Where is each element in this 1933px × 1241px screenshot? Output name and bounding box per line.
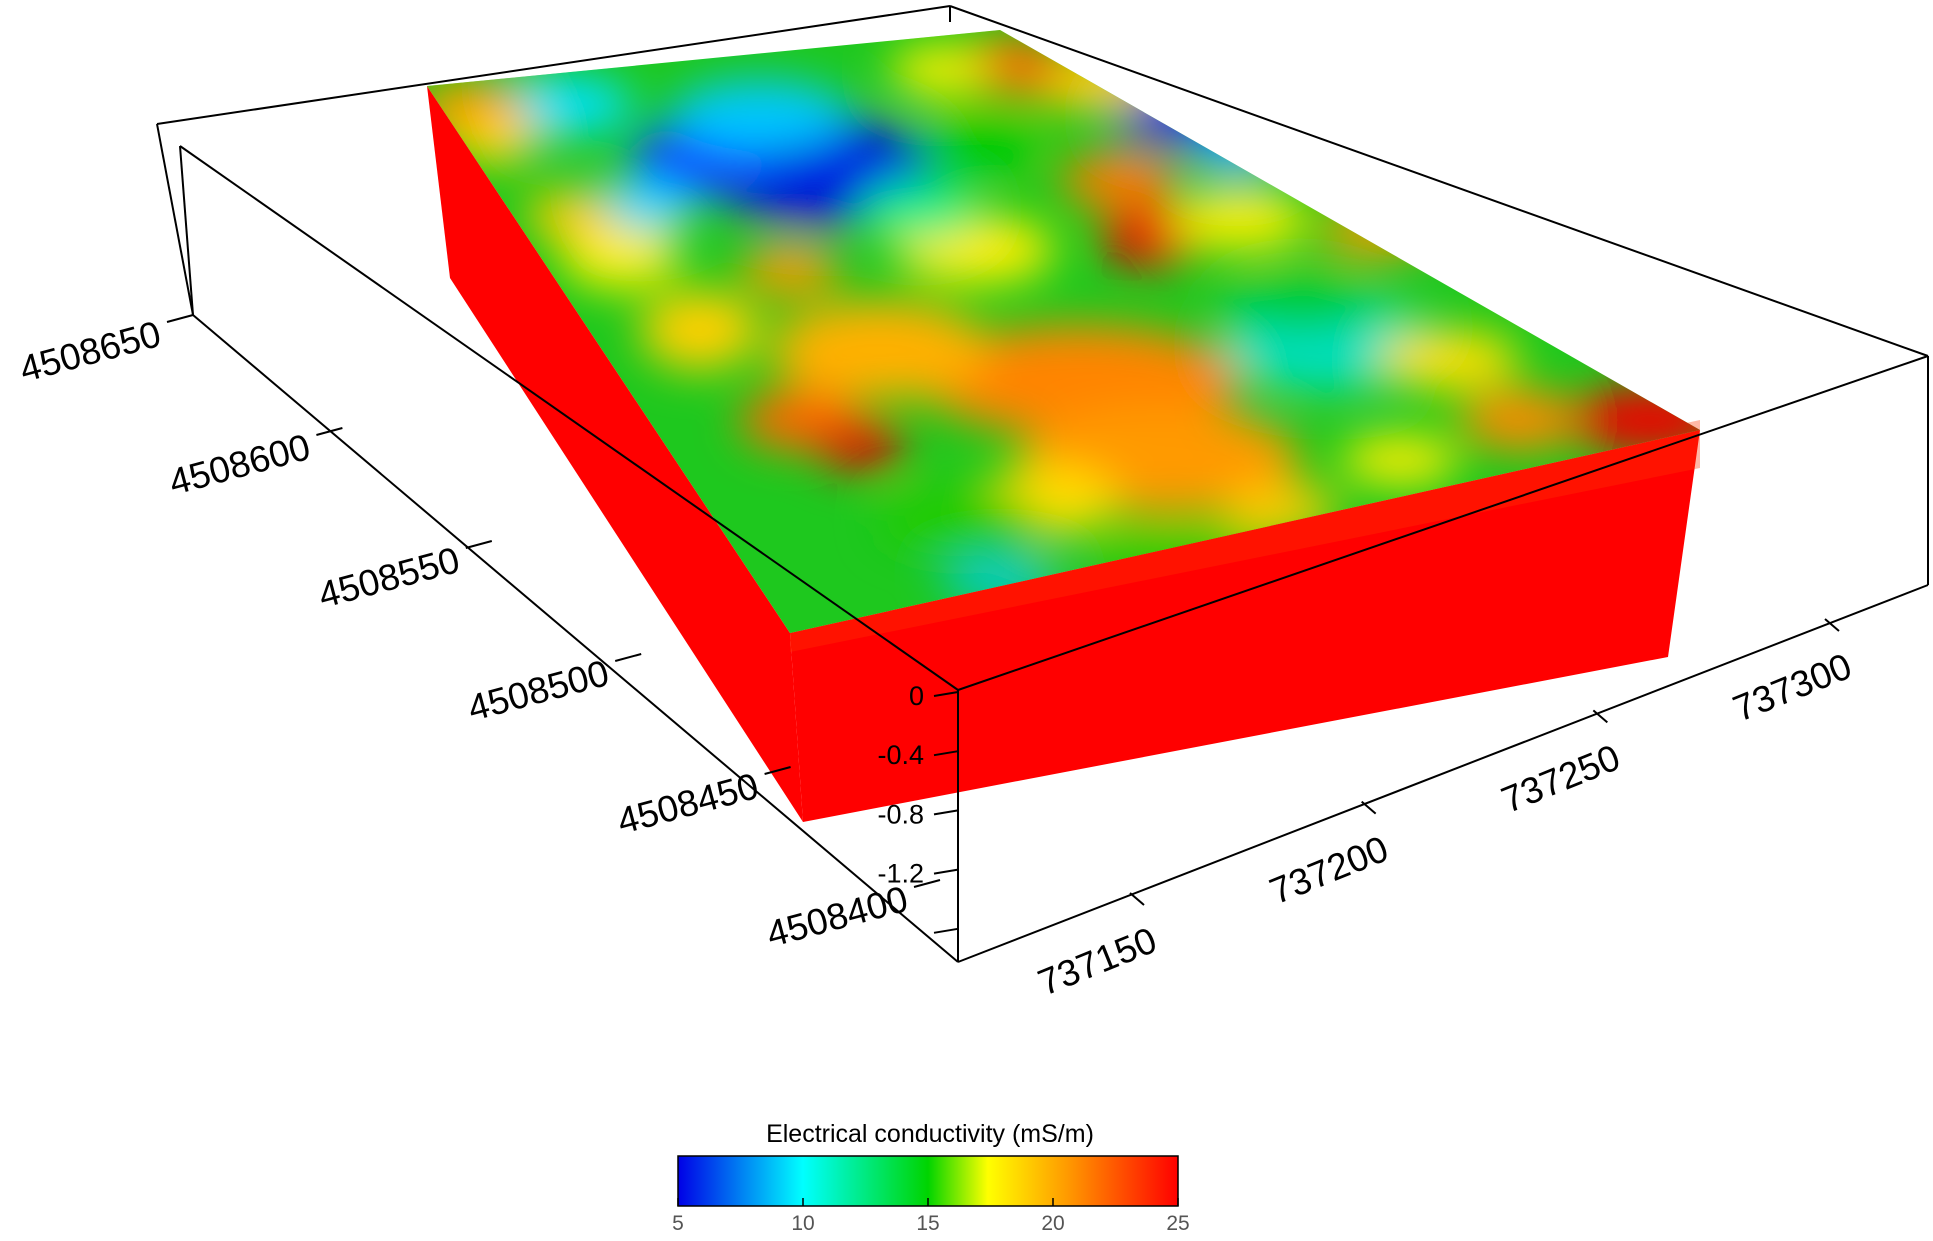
surface-blob bbox=[860, 180, 980, 240]
block-front-face bbox=[790, 430, 1700, 822]
surface-blob bbox=[1220, 270, 1380, 330]
surface-blob bbox=[920, 110, 1040, 170]
surface-blob bbox=[1460, 390, 1580, 450]
z-axis-tick-label: 0 bbox=[909, 681, 924, 711]
colorbar-tick-label: 10 bbox=[791, 1212, 814, 1235]
z-axis-tick bbox=[933, 809, 959, 816]
colorbar-tick-label: 15 bbox=[916, 1212, 939, 1235]
y-axis-tick-label: 4508400 bbox=[762, 878, 912, 955]
y-axis-tick-label: 4508650 bbox=[15, 313, 165, 390]
colorbar-tick-label: 20 bbox=[1041, 1212, 1064, 1235]
z-axis-tick bbox=[933, 750, 959, 757]
surface-blob bbox=[1110, 75, 1250, 145]
colorbar-tick-label: 5 bbox=[672, 1212, 684, 1235]
y-axis-tick bbox=[764, 766, 791, 775]
surface-blob bbox=[560, 220, 680, 290]
surface-blob bbox=[740, 245, 840, 295]
x-axis-tick bbox=[1592, 709, 1608, 724]
bounding-box-back bbox=[156, 5, 1929, 357]
surface-blob bbox=[1380, 330, 1520, 390]
x-axis-tick bbox=[1129, 892, 1145, 906]
z-axis-tick-label: -0.4 bbox=[877, 740, 924, 770]
x-axis-tick-label: 737250 bbox=[1496, 737, 1626, 821]
surface-blob bbox=[485, 75, 635, 135]
z-axis-tick bbox=[933, 691, 959, 697]
surface-blob bbox=[1170, 190, 1310, 250]
colorbar-tick-label: 25 bbox=[1166, 1212, 1189, 1235]
surface-blob bbox=[1060, 152, 1180, 208]
block-left-face bbox=[427, 86, 803, 822]
y-axis-tick bbox=[465, 540, 493, 549]
colorbar-ticks: 5 10 15 20 25 bbox=[672, 1198, 1190, 1235]
colorbar: Electrical conductivity (mS/m) 5 10 15 20 25 bbox=[672, 1120, 1190, 1235]
x-axis-tick-label: 737300 bbox=[1727, 645, 1857, 729]
surface-blob bbox=[525, 190, 615, 240]
y-axis-tick bbox=[614, 653, 642, 662]
x-axis-tick-label: 737150 bbox=[1032, 919, 1162, 1003]
y-axis-tick-label: 4508500 bbox=[464, 652, 614, 729]
surface-blob bbox=[1340, 435, 1460, 485]
z-axis-tick-label: -0.8 bbox=[877, 799, 924, 829]
surface-blob bbox=[770, 300, 990, 400]
surface-blob bbox=[1320, 205, 1440, 255]
y-axis-tick-label: 4508600 bbox=[165, 426, 315, 503]
y-axis-tick bbox=[913, 879, 941, 888]
surface-blob bbox=[450, 115, 540, 165]
y-axis-tick-label: 4508450 bbox=[613, 765, 763, 842]
surface-blob bbox=[815, 420, 905, 470]
bounding-box-front bbox=[179, 145, 1929, 963]
y-axis-tick bbox=[166, 314, 194, 323]
y-axis-tick-label: 4508550 bbox=[314, 539, 464, 616]
surface-blob bbox=[640, 290, 760, 370]
y-axis-tick bbox=[316, 427, 343, 436]
surface-blob bbox=[890, 45, 990, 95]
z-axis-tick bbox=[933, 868, 959, 875]
colorbar-title: Electrical conductivity (mS/m) bbox=[766, 1120, 1094, 1148]
surface-blob bbox=[880, 490, 1040, 550]
x-axis-tick bbox=[1361, 800, 1377, 815]
surface-blob bbox=[670, 80, 850, 150]
surface-blob bbox=[1190, 125, 1280, 175]
x-axis-tick-label: 737200 bbox=[1264, 828, 1394, 912]
z-axis-tick-label: -1.2 bbox=[877, 859, 924, 889]
x-axis-tick bbox=[1824, 618, 1840, 632]
z-axis-tick bbox=[933, 927, 959, 934]
z-axis: 0 -0.4 -0.8 -1.2 bbox=[877, 681, 959, 934]
